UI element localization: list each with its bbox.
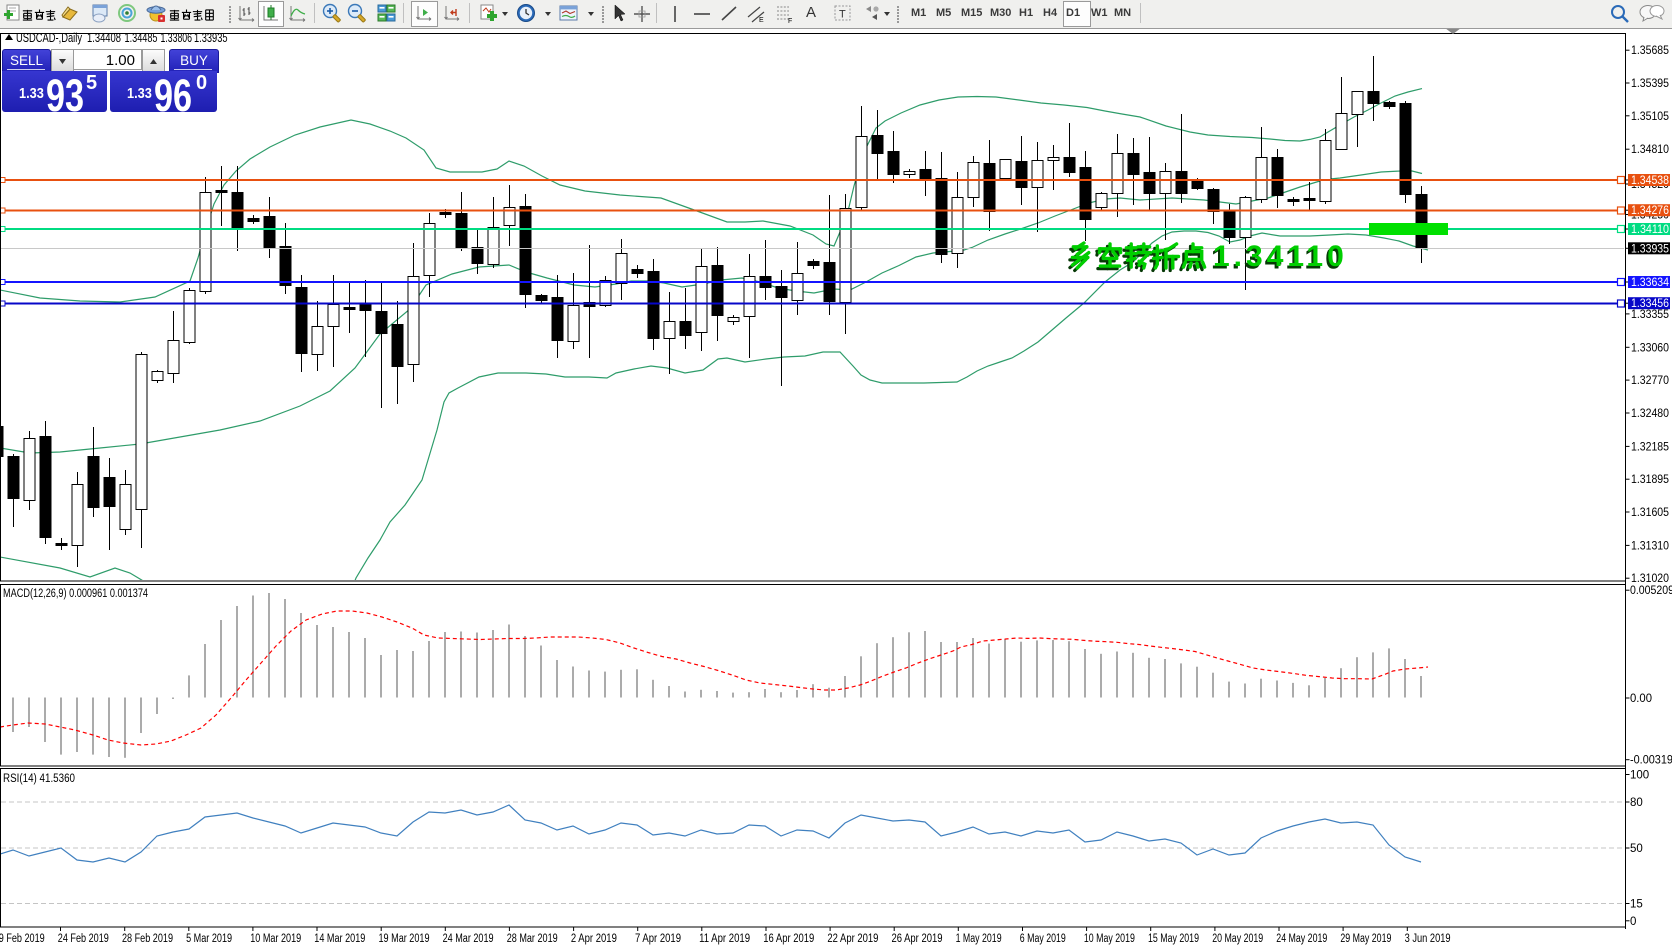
svg-text:20 May 2019: 20 May 2019 [1212, 933, 1263, 945]
svg-text:7 Apr 2019: 7 Apr 2019 [635, 933, 681, 945]
svg-text:24 Feb 2019: 24 Feb 2019 [58, 933, 109, 945]
svg-text:MACD(12,26,9) 0.000961 0.00137: MACD(12,26,9) 0.000961 0.001374 [3, 588, 148, 600]
svg-text:28 Feb 2019: 28 Feb 2019 [122, 933, 173, 945]
svg-text:USDCAD-,Daily: USDCAD-,Daily [16, 31, 83, 45]
svg-text:1.33806: 1.33806 [161, 31, 193, 45]
svg-text:1 May 2019: 1 May 2019 [956, 933, 1002, 945]
svg-text:1.34538: 1.34538 [1631, 175, 1669, 187]
svg-text:3 Jun 2019: 3 Jun 2019 [1405, 933, 1451, 945]
svg-text:1.33355: 1.33355 [1631, 309, 1669, 321]
svg-text:15: 15 [1630, 899, 1643, 911]
svg-text:1.35685: 1.35685 [1631, 45, 1669, 57]
svg-text:10 May 2019: 10 May 2019 [1084, 933, 1135, 945]
svg-text:E: E [759, 17, 764, 24]
svg-text:28 Mar 2019: 28 Mar 2019 [507, 933, 558, 945]
svg-text:1.33634: 1.33634 [1631, 277, 1670, 289]
svg-text:1.34485: 1.34485 [125, 31, 158, 45]
svg-text:1.33060: 1.33060 [1631, 342, 1669, 354]
svg-text:F: F [788, 18, 792, 25]
svg-text:22 Apr 2019: 22 Apr 2019 [827, 933, 878, 945]
svg-text:1.33935: 1.33935 [194, 31, 228, 45]
svg-text:1.33935: 1.33935 [1631, 243, 1669, 255]
svg-text:1.32770: 1.32770 [1631, 375, 1669, 387]
svg-text:T: T [839, 9, 846, 21]
svg-text:1.31895: 1.31895 [1631, 474, 1669, 486]
svg-text:1.32185: 1.32185 [1631, 441, 1669, 453]
svg-text:14 Mar 2019: 14 Mar 2019 [314, 933, 365, 945]
svg-text:RSI(14) 41.5360: RSI(14) 41.5360 [3, 773, 75, 785]
svg-text:1.34110: 1.34110 [1213, 240, 1348, 273]
svg-text:1.34408: 1.34408 [87, 31, 121, 45]
svg-text:0.005209: 0.005209 [1630, 585, 1672, 597]
svg-text:1.31020: 1.31020 [1631, 573, 1669, 585]
svg-text:1.33456: 1.33456 [1631, 298, 1669, 310]
svg-text:0.00: 0.00 [1630, 693, 1652, 705]
svg-text:11 Apr 2019: 11 Apr 2019 [699, 933, 750, 945]
svg-text:2 Apr 2019: 2 Apr 2019 [571, 933, 617, 945]
svg-text:1.34276: 1.34276 [1631, 205, 1669, 217]
svg-text:1.34810: 1.34810 [1631, 144, 1669, 156]
svg-text:16 Apr 2019: 16 Apr 2019 [763, 933, 814, 945]
svg-text:24 May 2019: 24 May 2019 [1276, 933, 1327, 945]
svg-text:100: 100 [1630, 770, 1649, 782]
svg-text:1.32480: 1.32480 [1631, 408, 1669, 420]
svg-text:15 May 2019: 15 May 2019 [1148, 933, 1199, 945]
svg-text:26 Apr 2019: 26 Apr 2019 [892, 933, 943, 945]
svg-text:1.35395: 1.35395 [1631, 78, 1669, 90]
svg-text:1.31605: 1.31605 [1631, 507, 1669, 519]
svg-text:50: 50 [1630, 843, 1643, 855]
svg-text:29 May 2019: 29 May 2019 [1340, 933, 1391, 945]
svg-text:19 Mar 2019: 19 Mar 2019 [379, 933, 430, 945]
svg-text:10 Mar 2019: 10 Mar 2019 [250, 933, 301, 945]
svg-text:24 Mar 2019: 24 Mar 2019 [443, 933, 494, 945]
svg-text:1.34110: 1.34110 [1631, 224, 1669, 236]
svg-text:19 Feb 2019: 19 Feb 2019 [0, 933, 45, 945]
svg-text:5 Mar 2019: 5 Mar 2019 [186, 933, 232, 945]
svg-text:80: 80 [1630, 797, 1643, 809]
svg-text:0: 0 [1630, 916, 1636, 928]
svg-text:1.31310: 1.31310 [1631, 540, 1669, 552]
svg-text:1.35105: 1.35105 [1631, 111, 1669, 123]
svg-text:6 May 2019: 6 May 2019 [1020, 933, 1066, 945]
svg-text:1.34110: 1.34110 [1211, 243, 1346, 276]
